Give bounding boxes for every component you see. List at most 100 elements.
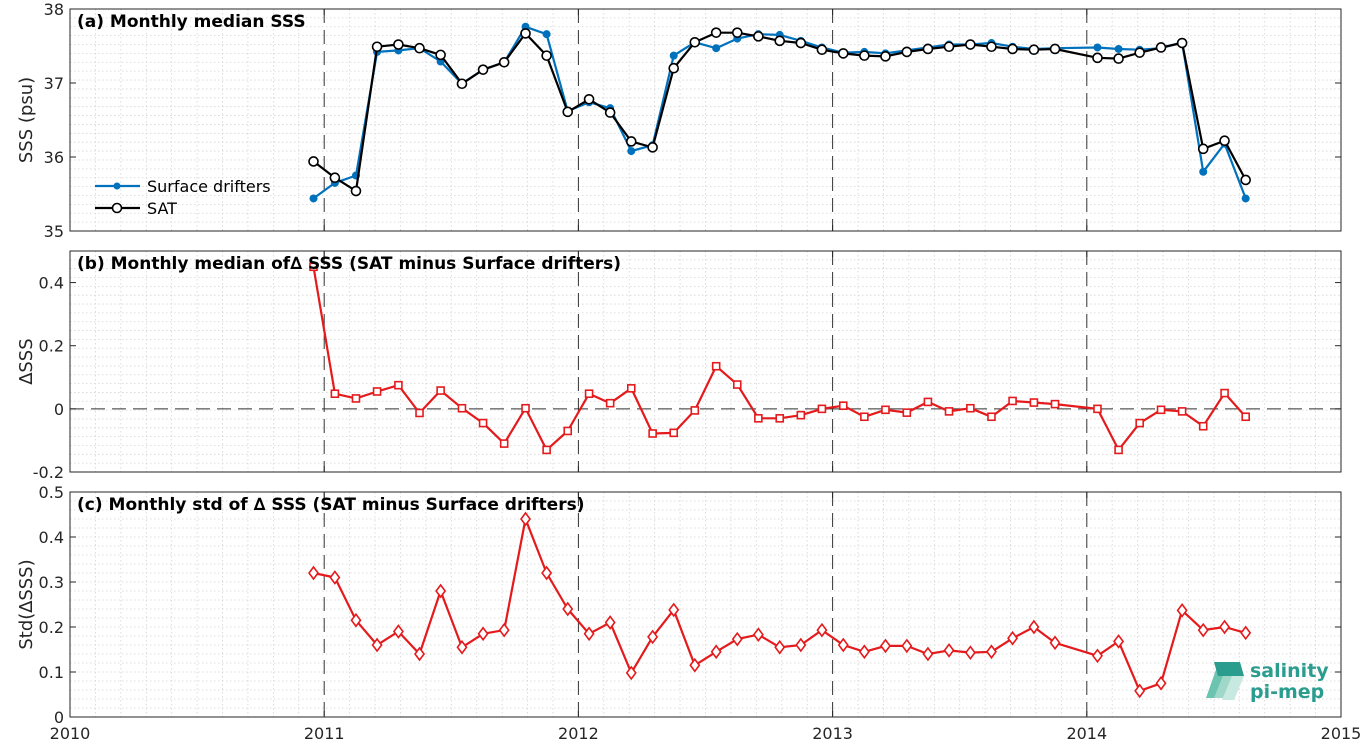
y-tick-label: -0.2 <box>33 463 64 482</box>
data-point <box>372 387 382 396</box>
x-tick-label: 2012 <box>558 724 599 743</box>
data-point <box>1219 619 1231 635</box>
x-tick-label: 2014 <box>1066 724 1107 743</box>
data-point <box>775 414 785 423</box>
data-point <box>1114 44 1123 53</box>
y-axis-label: ∆SSS <box>16 338 37 385</box>
y-tick-label: 35 <box>44 222 64 241</box>
data-point <box>880 51 891 62</box>
data-point <box>1134 683 1146 699</box>
legend-entry: SAT <box>147 199 177 218</box>
data-point <box>816 44 828 56</box>
x-axis-ticks: 2010 2011 2012 2013 2014 2015 <box>50 724 1362 743</box>
y-tick-label: 0.3 <box>39 573 64 592</box>
data-point <box>329 570 341 585</box>
data-point <box>1093 404 1102 414</box>
data-point <box>647 629 659 645</box>
x-tick-label: 2011 <box>304 724 345 743</box>
logo-line2: pi-mep <box>1250 681 1324 703</box>
data-point <box>731 631 743 647</box>
data-point <box>350 612 362 628</box>
data-point <box>562 601 574 617</box>
data-point <box>1156 405 1166 415</box>
data-point <box>309 194 318 203</box>
data-point <box>584 389 594 399</box>
data-point <box>711 361 721 371</box>
data-point <box>923 397 933 407</box>
data-point <box>1241 194 1250 203</box>
y-tick-label: 0.5 <box>39 483 64 502</box>
data-point <box>541 565 553 581</box>
data-point <box>881 405 890 415</box>
data-point <box>436 386 445 395</box>
data-point <box>1155 675 1167 691</box>
data-point <box>1177 407 1187 416</box>
data-point <box>710 644 722 660</box>
data-point <box>838 401 848 411</box>
y-tick-label: 0.4 <box>39 274 64 293</box>
data-point <box>605 398 615 408</box>
year-divider-lines <box>323 492 1088 717</box>
data-point <box>1199 167 1208 176</box>
data-point <box>414 42 425 54</box>
data-point <box>309 262 318 272</box>
data-point <box>1219 135 1230 147</box>
data-point <box>1197 622 1209 638</box>
data-point <box>627 147 636 156</box>
y-tick-label: 36 <box>44 148 64 167</box>
data-point <box>922 43 934 55</box>
data-point <box>774 639 786 655</box>
y-tick-label: 0.2 <box>39 337 64 356</box>
data-point <box>520 511 532 527</box>
data-point <box>477 64 489 75</box>
data-point <box>987 412 996 422</box>
data-point <box>1049 43 1061 55</box>
data-point <box>1049 635 1061 651</box>
data-point <box>689 657 701 673</box>
data-point <box>1155 42 1167 53</box>
panel-b: -0.2 0 0.2 0.4 ∆SSS (b) Monthly median of∆ SS… <box>16 250 1342 482</box>
data-point <box>520 28 531 39</box>
data-point <box>541 50 552 61</box>
data-point <box>669 51 678 60</box>
data-point <box>626 384 636 393</box>
x-tick-label: 2010 <box>50 724 91 743</box>
data-point <box>796 410 806 420</box>
y-axis-label: SSS (psu) <box>16 77 37 163</box>
axes-frame <box>69 8 1342 232</box>
logo-mark-icon <box>1206 662 1244 700</box>
salinity-pimep-logo: salinity pi-mep <box>1206 660 1329 703</box>
y-axis: -0.2 0 0.2 0.4 <box>33 274 1341 482</box>
data-point <box>668 602 680 618</box>
y-axis: 35 36 37 38 <box>44 0 1341 241</box>
series-delta-2 <box>308 511 1252 699</box>
year-divider-lines <box>323 251 1088 472</box>
data-point <box>1135 418 1144 428</box>
data-point <box>1220 388 1229 398</box>
data-point <box>816 622 828 638</box>
data-point <box>1113 53 1124 64</box>
minor-grid <box>70 251 1341 472</box>
data-point <box>1028 619 1040 635</box>
data-point <box>668 62 680 74</box>
data-point <box>583 626 595 642</box>
axes-frame <box>69 250 1342 473</box>
legend: Surface drifters SAT <box>95 177 271 218</box>
data-point <box>774 35 786 47</box>
data-point <box>732 380 742 389</box>
data-point <box>414 646 426 662</box>
data-point <box>625 136 637 147</box>
data-point <box>1134 47 1145 58</box>
data-point <box>562 106 574 118</box>
data-point <box>837 637 849 653</box>
data-point <box>669 428 679 438</box>
data-point <box>1114 445 1123 455</box>
data-point <box>1091 648 1103 664</box>
y-tick-label: 38 <box>44 0 64 19</box>
data-point <box>371 41 383 53</box>
data-point <box>753 31 764 42</box>
data-point <box>817 404 827 414</box>
panel-title: (b) Monthly median of∆ SSS (SAT minus Su… <box>77 254 621 274</box>
data-point <box>795 37 807 49</box>
data-point <box>944 407 954 416</box>
